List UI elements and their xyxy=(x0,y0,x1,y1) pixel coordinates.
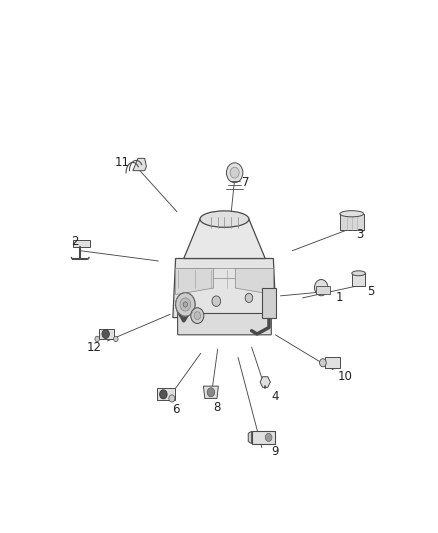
Circle shape xyxy=(314,279,328,296)
Ellipse shape xyxy=(352,271,365,276)
Polygon shape xyxy=(235,268,273,295)
Circle shape xyxy=(207,388,215,397)
Circle shape xyxy=(113,336,118,342)
Circle shape xyxy=(159,390,167,399)
Polygon shape xyxy=(251,431,276,443)
Polygon shape xyxy=(133,158,146,171)
Text: 12: 12 xyxy=(86,342,101,354)
Circle shape xyxy=(169,395,175,402)
Polygon shape xyxy=(173,259,276,318)
Polygon shape xyxy=(157,388,175,400)
Text: 5: 5 xyxy=(367,285,374,298)
Circle shape xyxy=(265,433,272,441)
Polygon shape xyxy=(203,386,219,399)
Polygon shape xyxy=(184,219,265,259)
Text: 7: 7 xyxy=(242,176,249,189)
Polygon shape xyxy=(260,377,270,387)
Text: 8: 8 xyxy=(213,401,221,414)
Text: 3: 3 xyxy=(357,228,364,241)
Text: 9: 9 xyxy=(272,445,279,458)
Polygon shape xyxy=(352,273,365,286)
Text: 11: 11 xyxy=(115,156,130,169)
Polygon shape xyxy=(316,286,330,294)
Polygon shape xyxy=(99,329,114,339)
Polygon shape xyxy=(74,240,90,247)
Text: 1: 1 xyxy=(336,292,344,304)
Circle shape xyxy=(176,293,195,316)
Polygon shape xyxy=(340,214,364,230)
Ellipse shape xyxy=(200,211,249,227)
Circle shape xyxy=(180,298,191,311)
Text: 6: 6 xyxy=(173,403,180,416)
Circle shape xyxy=(245,293,253,303)
Circle shape xyxy=(226,163,243,183)
Polygon shape xyxy=(248,431,251,443)
Circle shape xyxy=(102,329,110,338)
Polygon shape xyxy=(325,358,340,368)
Text: 4: 4 xyxy=(272,390,279,403)
Polygon shape xyxy=(262,288,276,318)
Circle shape xyxy=(320,359,326,367)
Circle shape xyxy=(212,296,221,306)
Circle shape xyxy=(230,167,239,178)
FancyBboxPatch shape xyxy=(178,313,271,335)
Circle shape xyxy=(191,308,204,324)
Ellipse shape xyxy=(340,211,364,217)
Text: 2: 2 xyxy=(71,235,79,248)
Circle shape xyxy=(183,302,187,307)
Circle shape xyxy=(95,336,99,342)
Circle shape xyxy=(194,312,201,320)
Text: 10: 10 xyxy=(338,370,353,383)
Polygon shape xyxy=(176,268,214,295)
